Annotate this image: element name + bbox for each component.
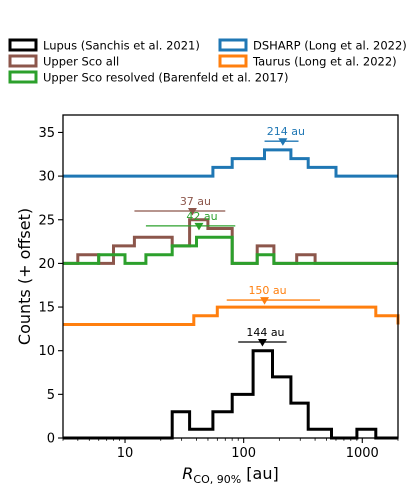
median-marker-1 <box>260 297 270 305</box>
x-label-subscript: CO, 90% <box>193 473 241 486</box>
median-marker-4 <box>278 138 288 146</box>
series-line-0 <box>63 349 398 440</box>
axes-frame <box>62 114 399 439</box>
plot-area: 37 au 42 au 144 au 150 au 214 au <box>63 125 400 440</box>
median-label-2: 42 au <box>186 210 217 223</box>
legend-label-1: Taurus (Long et al. 2022) <box>252 55 397 69</box>
x-tick-label-2: 1000 <box>346 446 379 461</box>
legend-swatch-4 <box>218 38 248 52</box>
legend: Lupus (Sanchis et al. 2021) DSHARP (Long … <box>8 38 407 85</box>
series-line-4 <box>63 148 398 178</box>
legend-swatch-0 <box>8 38 38 52</box>
y-tick-label-4: 20 <box>38 257 55 272</box>
median-marker-3 <box>187 208 197 216</box>
x-label-main: R <box>182 464 193 483</box>
y-tick-label-2: 10 <box>38 344 55 359</box>
median-label-4: 214 au <box>267 125 305 138</box>
series-line-2 <box>63 235 398 265</box>
axis-ticks: 0 5 10 15 20 25 30 35 10 100 1000 <box>38 126 399 461</box>
legend-label-2: Upper Sco resolved (Barenfeld et al. 201… <box>43 71 288 85</box>
legend-label-4: DSHARP (Long et al. 2022) <box>253 39 407 53</box>
median-label-3: 37 au <box>180 195 211 208</box>
legend-label-3: Upper Sco all <box>43 55 119 69</box>
median-label-1: 150 au <box>248 284 286 297</box>
y-tick-label-1: 5 <box>47 388 55 403</box>
legend-label-0: Lupus (Sanchis et al. 2021) <box>43 39 200 53</box>
y-axis-label: Counts (+ offset) <box>15 208 34 345</box>
x-tick-label-0: 10 <box>117 446 134 461</box>
median-label-0: 144 au <box>246 326 284 339</box>
x-tick-label-1: 100 <box>231 446 256 461</box>
x-axis-label: RCO, 90% [au] <box>182 464 278 486</box>
y-tick-label-0: 0 <box>47 432 55 447</box>
legend-swatch-1 <box>218 54 248 68</box>
y-tick-label-7: 35 <box>38 126 55 141</box>
legend-swatch-2 <box>8 70 38 84</box>
legend-swatch-3 <box>8 54 38 68</box>
median-marker-0 <box>257 338 267 347</box>
median-marker-2 <box>194 222 204 231</box>
series-line-1 <box>63 305 400 326</box>
x-label-unit: [au] <box>241 464 279 483</box>
y-tick-label-5: 25 <box>38 213 55 228</box>
y-tick-label-3: 15 <box>38 301 55 316</box>
y-tick-label-6: 30 <box>38 170 55 185</box>
